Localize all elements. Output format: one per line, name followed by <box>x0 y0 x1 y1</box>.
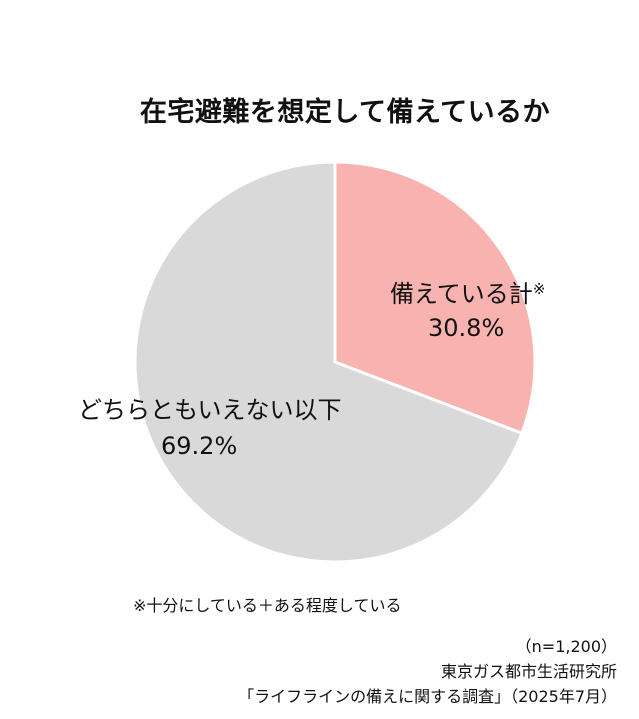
footnote: ※十分にしている＋ある程度している <box>133 596 402 615</box>
pie-slice-undecided <box>133 160 524 564</box>
source-organization: 東京ガス都市生活研究所 <box>440 662 617 681</box>
slice-value-prepared: 30.8% <box>428 314 504 342</box>
slice-label-prepared: 備えている計※ <box>390 280 545 308</box>
pie-slices <box>133 160 537 564</box>
chart-title: 在宅避難を想定して備えているか <box>139 97 551 128</box>
source-note: （n=1,200） 東京ガス都市生活研究所 「ライフラインの備えに関する調査」（… <box>238 634 617 709</box>
pie-labels: 備えている計※ 30.8% どちらともいえない以下 69.2% <box>78 280 545 460</box>
slice-value-undecided: 69.2% <box>161 432 237 460</box>
source-survey: 「ライフラインの備えに関する調査」（2025年7月） <box>238 687 617 706</box>
pie-slice-prepared <box>333 160 537 435</box>
sample-size: （n=1,200） <box>515 637 617 656</box>
slice-label-undecided: どちらともいえない以下 <box>78 396 342 424</box>
